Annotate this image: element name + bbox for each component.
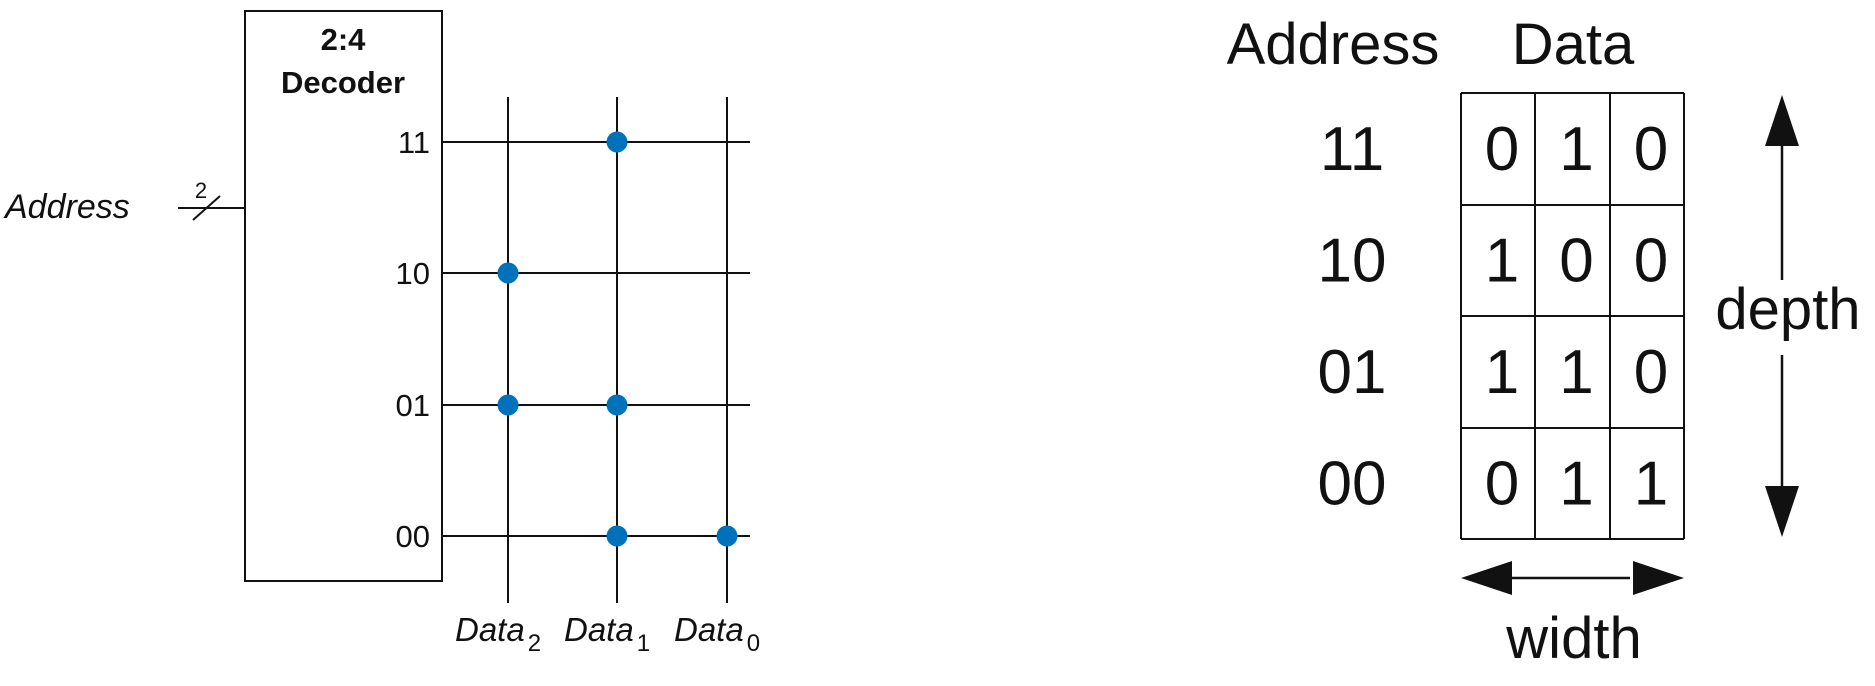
depth-arrow xyxy=(1765,95,1799,537)
memory-cell: 0 xyxy=(1485,115,1519,184)
data-output-label-subscript: 0 xyxy=(747,630,760,657)
memory-cell: 0 xyxy=(1634,115,1668,184)
depth-label: depth xyxy=(1715,277,1860,342)
row-address: 11 xyxy=(1320,115,1384,184)
stored-one-dot xyxy=(606,525,628,547)
width-arrow xyxy=(1461,561,1684,595)
memory-cell: 0 xyxy=(1634,338,1668,407)
memory-cell: 0 xyxy=(1634,227,1668,296)
data-output-label-subscript: 1 xyxy=(637,630,650,657)
memory-cell: 1 xyxy=(1559,115,1593,184)
data-output-label-base: Data xyxy=(674,611,744,648)
memory-row: 10 1 0 0 xyxy=(1318,227,1669,296)
memory-row: 00 0 1 1 xyxy=(1318,450,1669,519)
stored-one-dot xyxy=(606,131,628,153)
width-arrow-left-head xyxy=(1461,561,1512,595)
data-output-label: Data 1 xyxy=(564,611,650,657)
stored-one-dot xyxy=(716,525,738,547)
decoder-box xyxy=(244,10,443,582)
memory-row: 01 1 1 0 xyxy=(1318,338,1669,407)
stored-one-dots xyxy=(497,131,738,547)
memory-cell: 0 xyxy=(1559,227,1593,296)
depth-arrow-down-head xyxy=(1765,486,1799,537)
data-output-label: Data 0 xyxy=(674,611,760,657)
bit-lines: Data 2 Data 1 Data 0 xyxy=(455,97,760,657)
stored-one-dot xyxy=(497,394,519,416)
row-address: 00 xyxy=(1318,450,1387,519)
data-output-label-subscript: 2 xyxy=(528,630,541,657)
data-output-label-base: Data xyxy=(455,611,525,648)
data-output-label-base: Data xyxy=(564,611,634,648)
data-header: Data xyxy=(1512,12,1635,77)
memory-row: 11 0 1 0 xyxy=(1320,115,1668,184)
decoder-output-label: 10 xyxy=(396,256,430,291)
memory-array: Address Data 11 0 1 010 1 0 001 1 1 000 0 1 1 depth … xyxy=(1227,12,1861,671)
width-arrow-right-head xyxy=(1633,561,1684,595)
width-label: width xyxy=(1505,606,1641,671)
row-address: 01 xyxy=(1318,338,1387,407)
memory-cell: 1 xyxy=(1634,450,1668,519)
memory-cell: 1 xyxy=(1485,338,1519,407)
depth-arrow-up-head xyxy=(1765,95,1799,146)
memory-cell: 0 xyxy=(1485,450,1519,519)
memory-cell: 1 xyxy=(1559,450,1593,519)
decoder-title-line2: Decoder xyxy=(281,65,405,100)
bus-width-slash xyxy=(192,195,221,221)
address-header: Address xyxy=(1227,12,1440,77)
decoder-output-label: 11 xyxy=(398,125,430,160)
row-address: 10 xyxy=(1318,227,1387,296)
memory-cell: 1 xyxy=(1485,227,1519,296)
memory-cell: 1 xyxy=(1559,338,1593,407)
bus-width-label: 2 xyxy=(195,178,207,203)
address-input-label: Address xyxy=(3,188,130,226)
data-output-label: Data 2 xyxy=(455,611,541,657)
decoder-title-line1: 2:4 xyxy=(321,22,367,57)
stored-one-dot xyxy=(606,394,628,416)
word-lines: 11 10 01 00 xyxy=(396,125,750,554)
decoder-output-label: 01 xyxy=(396,388,430,423)
stored-one-dot xyxy=(497,262,519,284)
decoder-output-label: 00 xyxy=(396,519,430,554)
memory-rows: 11 0 1 010 1 0 001 1 1 000 0 1 1 xyxy=(1318,115,1669,519)
memory-grid xyxy=(1460,92,1685,540)
